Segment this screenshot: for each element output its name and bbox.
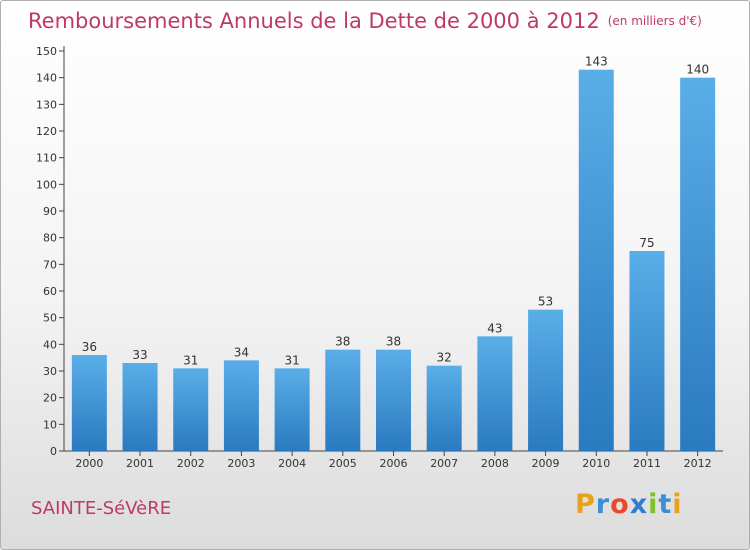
y-tick-label: 110 xyxy=(36,152,57,165)
logo-letter: t xyxy=(658,489,673,520)
bar-2009 xyxy=(528,309,564,451)
x-tick-label: 2012 xyxy=(684,457,712,470)
data-label-2011: 75 xyxy=(639,236,654,250)
commune-name: SAINTE-SéVèRE xyxy=(31,498,172,519)
x-tick-label: 2006 xyxy=(380,457,408,470)
data-label-2010: 143 xyxy=(585,55,608,69)
x-tick-label: 2004 xyxy=(278,457,306,470)
y-tick-label: 140 xyxy=(36,72,57,85)
x-tick-label: 2002 xyxy=(177,457,205,470)
y-tick-label: 70 xyxy=(43,258,57,271)
y-tick-label: 0 xyxy=(50,445,57,458)
y-tick-label: 150 xyxy=(36,45,57,58)
logo-letter: r xyxy=(595,489,611,520)
bar-2005 xyxy=(325,349,361,451)
bar-2010 xyxy=(578,69,614,452)
bar-2006 xyxy=(376,349,411,451)
bar-2004 xyxy=(274,368,310,451)
y-tick-label: 20 xyxy=(43,392,57,405)
x-tick-label: 2005 xyxy=(329,457,357,470)
y-tick-label: 10 xyxy=(43,418,57,431)
y-tick-label: 90 xyxy=(43,205,57,218)
logo-letter: P xyxy=(575,489,596,520)
data-label-2004: 31 xyxy=(284,353,299,367)
data-label-2000: 36 xyxy=(82,340,97,354)
y-tick-label: 60 xyxy=(43,285,57,298)
logo-letter: i xyxy=(672,489,683,520)
data-label-2012: 140 xyxy=(686,63,709,77)
unit-note: (en milliers d'€) xyxy=(607,14,702,28)
data-label-2003: 34 xyxy=(234,345,249,359)
y-tick-label: 80 xyxy=(43,232,57,245)
bar-2002 xyxy=(173,368,209,451)
logo-letter: o xyxy=(610,489,630,520)
bar-2012 xyxy=(680,77,716,452)
y-axis: 0 10 20 30 40 50 60 70 80 90 100 110 120 130 140 150 xyxy=(36,45,65,458)
y-tick-label: 120 xyxy=(36,125,57,138)
y-tick-label: 50 xyxy=(43,312,57,325)
x-axis: 2000 2001 2002 2003 2004 2005 2006 2007 2008 2009… xyxy=(64,450,723,470)
data-label-2009: 53 xyxy=(538,295,553,309)
y-tick-label: 30 xyxy=(43,365,57,378)
data-label-2005: 38 xyxy=(335,335,350,349)
bars: 36 33 31 34 31 38 38 32 43 53 143 75 140 xyxy=(71,55,716,452)
y-tick-label: 100 xyxy=(36,178,57,191)
x-tick-label: 2007 xyxy=(430,457,458,470)
data-label-2002: 31 xyxy=(183,353,198,367)
bar-2011 xyxy=(629,251,665,451)
bar-2003 xyxy=(223,360,259,451)
y-tick-label: 40 xyxy=(43,338,57,351)
data-label-2001: 33 xyxy=(132,348,147,362)
x-tick-label: 2003 xyxy=(227,457,255,470)
bar-2008 xyxy=(477,336,513,451)
chart-title-text: Remboursements Annuels de la Dette de 20… xyxy=(28,9,600,33)
x-tick-label: 2000 xyxy=(75,457,103,470)
proxiti-logo: Proxiti xyxy=(575,489,683,520)
x-tick-label: 2001 xyxy=(126,457,154,470)
y-tick-label: 130 xyxy=(36,98,57,111)
bar-2000 xyxy=(71,355,107,451)
logo-letter: i xyxy=(648,489,659,520)
bar-2007 xyxy=(426,365,462,451)
logo-letter: x xyxy=(629,489,649,520)
data-label-2007: 32 xyxy=(437,351,452,365)
data-label-2006: 38 xyxy=(386,335,401,349)
bar-2001 xyxy=(122,363,158,451)
x-tick-label: 2009 xyxy=(532,457,560,470)
data-label-2008: 43 xyxy=(487,321,502,335)
x-tick-label: 2011 xyxy=(633,457,661,470)
chart-title: Remboursements Annuels de la Dette de 20… xyxy=(28,9,702,33)
x-tick-label: 2008 xyxy=(481,457,509,470)
x-tick-label: 2010 xyxy=(582,457,610,470)
